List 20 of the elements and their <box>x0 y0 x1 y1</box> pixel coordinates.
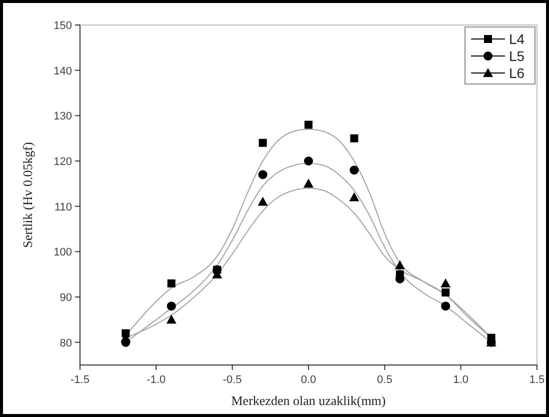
x-tick-label: 1.5 <box>529 374 545 386</box>
y-tick-label: 130 <box>54 110 72 123</box>
legend-label: L6 <box>509 65 525 81</box>
y-tick-label: 100 <box>54 246 72 259</box>
x-tick-label: 1.0 <box>453 374 468 386</box>
x-tick-label: 0.5 <box>377 374 392 386</box>
x-tick-label: -0.5 <box>222 374 242 386</box>
y-tick-label: 80 <box>60 337 72 350</box>
y-tick-label: 140 <box>54 65 72 78</box>
x-tick-label: -1.0 <box>146 374 166 386</box>
y-tick-label: 150 <box>54 20 72 32</box>
x-tick-label: 0.0 <box>300 374 316 386</box>
legend-label: L5 <box>509 48 525 64</box>
y-tick-label: 110 <box>54 201 72 214</box>
legend-label: L4 <box>509 31 525 47</box>
x-axis-title: Merkezden olan uzaklik(mm) <box>231 393 386 408</box>
y-tick-label: 90 <box>60 292 72 304</box>
y-axis-title: Sertlik (Hv 0.05kgf) <box>20 142 35 248</box>
x-tick-label: -1.5 <box>70 374 90 386</box>
y-tick-label: 120 <box>54 156 72 168</box>
